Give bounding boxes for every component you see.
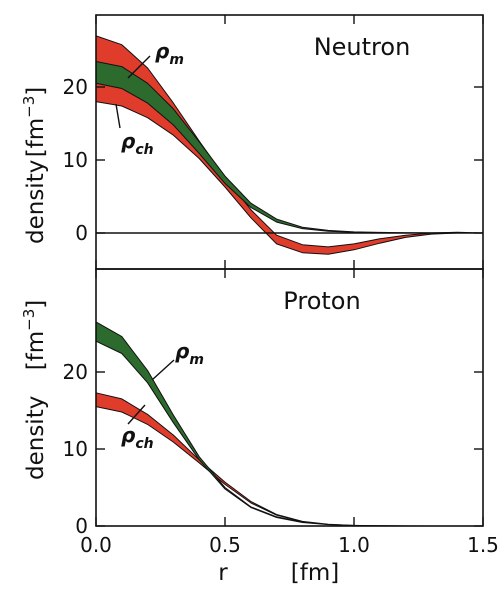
proton-annotation-ch: ρch bbox=[121, 423, 154, 452]
proton-yunit: [fm−3] bbox=[20, 300, 49, 371]
neutron-ylabel: density bbox=[23, 160, 49, 244]
neutron-ytick-label: 10 bbox=[63, 148, 88, 172]
proton-ytick-label: 20 bbox=[63, 360, 88, 384]
proton-ylabel: density bbox=[23, 396, 49, 480]
neutron-annotation-m: ρm bbox=[155, 39, 184, 68]
proton-ytick-label: 10 bbox=[63, 437, 88, 461]
proton-yunit-open: [fm bbox=[23, 331, 49, 370]
neutron-ytick-label: 0 bbox=[75, 221, 88, 245]
proton-annotation-m: ρm bbox=[175, 339, 204, 368]
x-tick-label: 1.5 bbox=[467, 533, 498, 557]
x-axis-label: r bbox=[218, 560, 228, 586]
neutron-yunit-exp: −3 bbox=[20, 96, 38, 118]
proton-band-ch bbox=[95, 392, 484, 527]
neutron-ytick-label: 20 bbox=[63, 75, 88, 99]
proton-annotation-leader bbox=[151, 359, 175, 381]
neutron-yunit-close: ] bbox=[23, 87, 49, 96]
x-axis-unit: [fm] bbox=[291, 560, 339, 586]
x-tick-label: 0.5 bbox=[209, 533, 241, 557]
neutron-panel-title: Neutron bbox=[314, 33, 411, 61]
proton-plot-frame bbox=[95, 268, 484, 527]
x-tick-label: 1.0 bbox=[338, 533, 370, 557]
proton-ytick-label: 0 bbox=[75, 514, 88, 538]
proton-yunit-exp: −3 bbox=[20, 309, 38, 331]
x-tick-label: 0.0 bbox=[80, 533, 112, 557]
neutron-annotation-leader bbox=[115, 103, 121, 129]
neutron-yunit: [fm−3] bbox=[20, 87, 49, 158]
neutron-annotation-ch: ρch bbox=[121, 129, 154, 158]
proton-panel-title: Proton bbox=[283, 287, 360, 315]
proton-yunit-close: ] bbox=[23, 300, 49, 309]
neutron-yunit-open: [fm bbox=[23, 118, 49, 157]
neutron-band-ch bbox=[95, 35, 484, 255]
neutron-annotation-leader bbox=[127, 55, 151, 79]
neutron-panel: 0 10 20 Neutron ρm ρch density [fm−3] bbox=[20, 15, 484, 269]
proton-annotation-leader bbox=[127, 404, 146, 425]
